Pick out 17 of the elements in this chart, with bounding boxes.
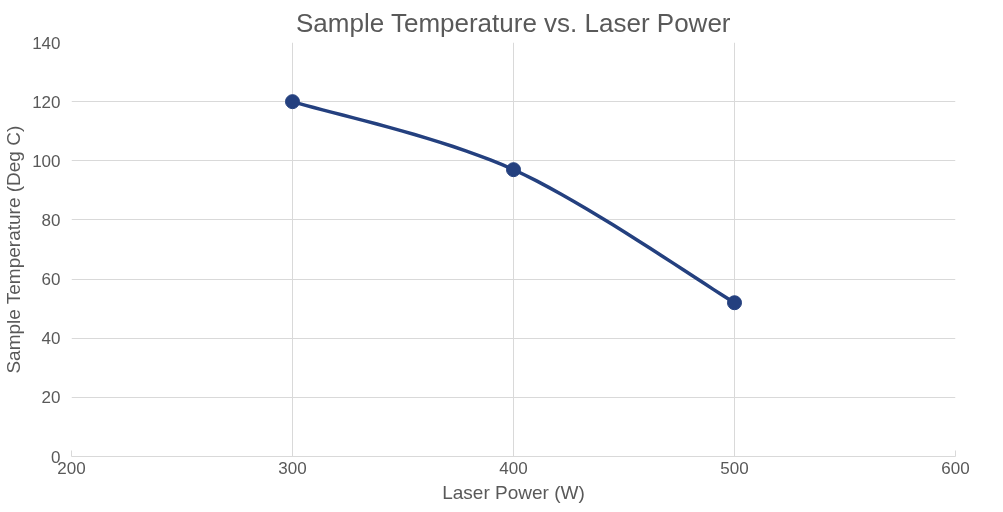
y-tick-label: 120 — [32, 92, 61, 112]
x-tick-label: 400 — [499, 458, 528, 478]
x-tick-label: 600 — [941, 458, 970, 478]
y-tick-label: 20 — [41, 388, 61, 408]
y-tick-label: 80 — [41, 210, 61, 230]
y-tick-label: 100 — [32, 151, 61, 171]
chart-title: Sample Temperature vs. Laser Power — [296, 7, 731, 38]
y-tick-label: 40 — [41, 329, 61, 349]
point — [285, 94, 300, 110]
y-axis-title: Sample Temperature (Deg C) — [3, 125, 25, 374]
x-tick-label: 300 — [278, 458, 307, 478]
y-tick-label: 140 — [32, 33, 61, 53]
point — [727, 295, 742, 311]
x-axis-title: Laser Power (W) — [442, 481, 585, 503]
x-tick-label: 500 — [720, 458, 749, 478]
y-tick-label: 60 — [41, 270, 61, 290]
point — [506, 162, 521, 178]
